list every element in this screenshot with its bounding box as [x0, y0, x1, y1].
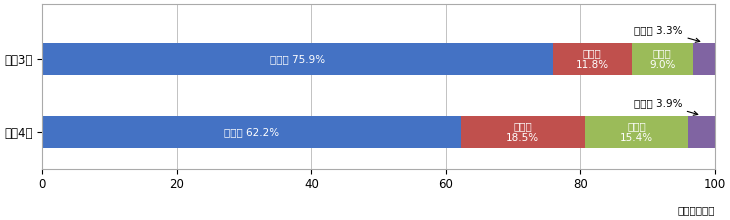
- Text: 商標権 75.9%: 商標権 75.9%: [270, 54, 325, 64]
- Text: 特許権 3.3%: 特許権 3.3%: [634, 25, 700, 42]
- Text: 意匠権
15.4%: 意匠権 15.4%: [620, 121, 653, 143]
- Bar: [461, 116, 585, 148]
- Bar: [693, 42, 715, 75]
- Bar: [42, 116, 461, 148]
- Text: 特許権 3.9%: 特許権 3.9%: [634, 98, 698, 115]
- Bar: [553, 42, 632, 75]
- Bar: [688, 116, 715, 148]
- Text: 著作権
18.5%: 著作権 18.5%: [506, 121, 539, 143]
- Text: 著作権
11.8%: 著作権 11.8%: [576, 48, 609, 70]
- Bar: [42, 42, 553, 75]
- Text: 商標権 62.2%: 商標権 62.2%: [224, 127, 279, 137]
- Text: 点数（万点）: 点数（万点）: [677, 205, 715, 215]
- Bar: [632, 42, 693, 75]
- Text: 意匠権
9.0%: 意匠権 9.0%: [649, 48, 675, 70]
- Bar: [585, 116, 688, 148]
